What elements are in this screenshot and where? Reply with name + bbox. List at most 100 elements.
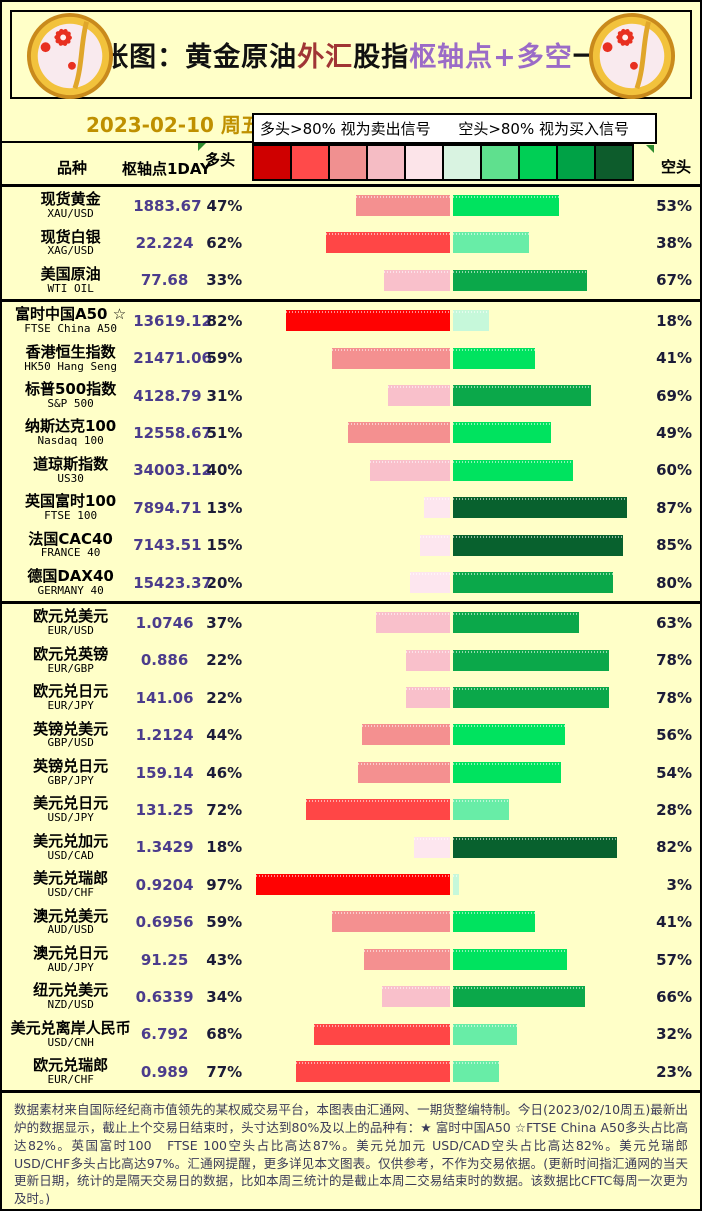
instrument-name-cn: 美元兑离岸人民币 bbox=[10, 1018, 131, 1037]
position-bar bbox=[253, 679, 651, 716]
short-percent: 78% bbox=[656, 688, 692, 707]
pivot-value: 0.989 bbox=[140, 1062, 189, 1081]
instrument-code: USD/CAD bbox=[47, 848, 94, 862]
short-percent: 53% bbox=[656, 196, 692, 215]
legend-short-signal: 空头>80% 视为买入信号 bbox=[458, 120, 629, 138]
instrument-name: 欧元兑瑞郎 EUR/CHF bbox=[2, 1057, 133, 1086]
long-percent: 15% bbox=[206, 536, 243, 555]
instrument-code: FTSE 100 bbox=[44, 509, 98, 523]
instrument-name-cn: 德国DAX40 bbox=[27, 567, 114, 586]
long-bar bbox=[384, 269, 451, 291]
short-bar bbox=[452, 195, 559, 216]
pivot-value: 21471.06 bbox=[133, 349, 212, 368]
instrument-name-cn: 标普500指数 bbox=[24, 380, 117, 399]
instrument-name-cn: 美元兑瑞郎 bbox=[33, 869, 109, 888]
instrument-name-cn: 欧元兑英镑 bbox=[33, 644, 109, 663]
pivot-value: 1.3429 bbox=[135, 838, 194, 857]
footer: 数据素材来自国际经纪商市值领先的某权威交易平台，本图表由汇通网、一期货整编特制。… bbox=[2, 1090, 700, 1209]
instrument-code: GERMANY 40 bbox=[37, 583, 104, 597]
long-bar bbox=[296, 1060, 451, 1082]
instrument-name-cn: 欧元兑瑞郎 bbox=[33, 1056, 109, 1075]
legend-long-signal: 多头>80% 视为卖出信号 bbox=[260, 120, 431, 138]
table-section-indices: 富时中国A50 ☆ FTSE China A50 13619.12 82% 18% 香港恒… bbox=[2, 299, 700, 601]
short-bar bbox=[452, 534, 623, 556]
short-percent: 41% bbox=[656, 349, 692, 368]
instrument-name: 美元兑加元 USD/CAD bbox=[2, 832, 133, 862]
short-percent: 57% bbox=[656, 950, 692, 969]
position-bar bbox=[253, 941, 651, 978]
short-percent: 56% bbox=[656, 726, 692, 745]
title-box: 一张图：黄金原油外汇股指枢轴点+多空一览 bbox=[10, 10, 692, 100]
table-row: 标普500指数 S&P 500 4128.79 31% 69% bbox=[2, 377, 700, 414]
long-bar bbox=[256, 874, 451, 896]
table-row: 富时中国A50 ☆ FTSE China A50 13619.12 82% 18% bbox=[2, 302, 700, 339]
instrument-name: 美元兑离岸人民币 USD/CNH bbox=[2, 1018, 133, 1049]
pivot-value: 1.2124 bbox=[135, 726, 194, 745]
short-percent: 69% bbox=[656, 386, 692, 405]
long-percent: 37% bbox=[206, 613, 243, 632]
title-segment: 外汇 bbox=[297, 42, 354, 73]
position-bar bbox=[253, 754, 651, 791]
long-bar bbox=[406, 649, 451, 671]
long-percent: 47% bbox=[206, 196, 243, 215]
short-bar bbox=[452, 799, 509, 821]
instrument-name: 法国CAC40 FRANCE 40 bbox=[2, 530, 133, 560]
long-bar bbox=[362, 724, 451, 746]
instrument-code: Nasdaq 100 bbox=[37, 434, 104, 448]
instrument-name-cn: 英镑兑日元 bbox=[33, 757, 109, 775]
instrument-code: NZD/USD bbox=[47, 998, 94, 1012]
pivot-value: 22.224 bbox=[135, 234, 194, 253]
short-bar bbox=[452, 347, 535, 369]
short-bar bbox=[452, 986, 585, 1008]
long-percent: 51% bbox=[206, 424, 243, 443]
pivot-value: 0.6339 bbox=[135, 987, 194, 1006]
table-row: 欧元兑美元 EUR/USD 1.0746 37% 63% bbox=[2, 604, 700, 641]
position-bar bbox=[253, 527, 650, 564]
long-bar bbox=[314, 1023, 451, 1045]
title-segment: 股指 bbox=[353, 42, 410, 73]
instrument-name-cn: 道琼斯指数 bbox=[33, 454, 109, 473]
short-bar bbox=[452, 571, 613, 593]
table-row: 纳斯达克100 Nasdaq 100 12558.67 51% 49% bbox=[2, 414, 700, 451]
long-bar bbox=[420, 534, 451, 556]
position-bar bbox=[253, 377, 650, 414]
long-percent: 43% bbox=[206, 950, 243, 969]
pivot-value: 1.0746 bbox=[135, 613, 194, 632]
instrument-code: WTI OIL bbox=[47, 281, 94, 295]
long-percent: 13% bbox=[206, 498, 243, 517]
instrument-name: 富时中国A50 ☆ FTSE China A50 bbox=[2, 306, 133, 335]
pivot-value: 13619.12 bbox=[133, 311, 212, 330]
long-percent: 72% bbox=[206, 800, 243, 819]
instrument-name: 美国原油 WTI OIL bbox=[2, 266, 133, 295]
table-section-commodities: 现货黄金 XAU/USD 1883.67 47% 53% 现货白银 XAG/USD 22.22… bbox=[2, 187, 700, 299]
instrument-name: 纽元兑美元 NZD/USD bbox=[2, 982, 133, 1011]
long-bar bbox=[388, 384, 451, 406]
long-percent: 33% bbox=[206, 271, 243, 290]
instrument-name: 纳斯达克100 Nasdaq 100 bbox=[2, 418, 133, 447]
instrument-name: 澳元兑日元 AUD/JPY bbox=[2, 945, 133, 974]
pivot-value: 0.6956 bbox=[135, 913, 194, 932]
instrument-code: AUD/JPY bbox=[47, 960, 94, 974]
scale-swatch bbox=[404, 144, 444, 181]
long-bar bbox=[376, 612, 451, 634]
position-bar bbox=[253, 564, 650, 601]
column-header-species: 品种 bbox=[57, 159, 88, 177]
column-header-short: 空头 bbox=[661, 158, 692, 176]
position-bar bbox=[253, 642, 651, 679]
pivot-value: 1883.67 bbox=[133, 196, 202, 215]
short-percent: 87% bbox=[656, 498, 692, 517]
short-bar bbox=[452, 422, 551, 444]
instrument-name-cn: 美国原油 bbox=[40, 264, 101, 283]
instrument-name: 德国DAX40 GERMANY 40 bbox=[2, 568, 133, 597]
short-percent: 38% bbox=[656, 234, 692, 253]
pivot-value: 12558.67 bbox=[133, 424, 212, 443]
cell-flag-icon bbox=[646, 145, 654, 153]
instrument-name-cn: 澳元兑美元 bbox=[33, 906, 109, 925]
scale-swatch bbox=[518, 144, 558, 181]
long-percent: 59% bbox=[206, 349, 243, 368]
instrument-code: US30 bbox=[57, 471, 84, 485]
short-percent: 54% bbox=[656, 763, 692, 782]
position-bar bbox=[253, 414, 650, 451]
long-percent: 44% bbox=[206, 726, 243, 745]
position-bar bbox=[253, 1053, 651, 1090]
